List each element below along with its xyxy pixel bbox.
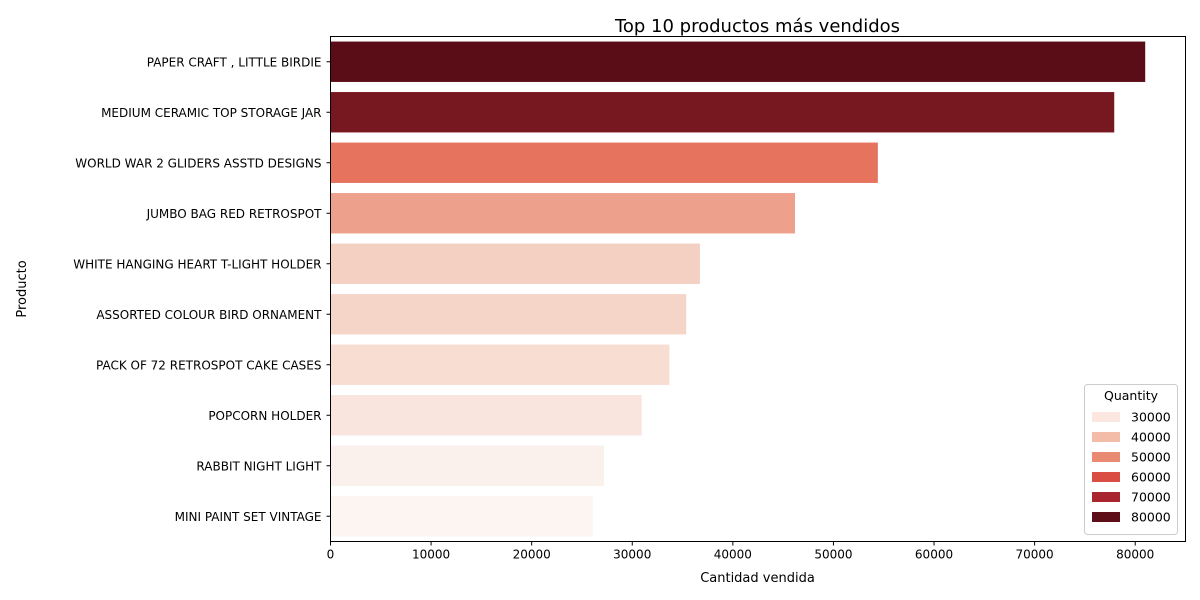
- legend: Quantity 30000 40000 50000 60000 70000 80000: [1084, 384, 1178, 535]
- bar: [330, 243, 700, 284]
- x-tick-label: 80000: [1116, 548, 1154, 562]
- y-tick-label: ASSORTED COLOUR BIRD ORNAMENT: [96, 308, 322, 322]
- x-tick-label: 40000: [714, 548, 752, 562]
- legend-label: 80000: [1131, 510, 1171, 525]
- legend-swatch: [1092, 472, 1120, 482]
- x-tick-label: 0: [327, 548, 335, 562]
- legend-swatch: [1092, 492, 1120, 502]
- x-tick-label: 30000: [613, 548, 651, 562]
- legend-swatch: [1092, 452, 1120, 462]
- y-tick-label: WORLD WAR 2 GLIDERS ASSTD DESIGNS: [75, 156, 321, 170]
- y-tick-label: JUMBO BAG RED RETROSPOT: [146, 207, 323, 221]
- bar: [330, 344, 670, 385]
- bar: [330, 41, 1146, 82]
- x-tick-label: 50000: [814, 548, 852, 562]
- x-axis-label: Cantidad vendida: [700, 571, 815, 586]
- legend-label: 60000: [1131, 470, 1171, 485]
- bar: [330, 193, 796, 234]
- bar: [330, 496, 593, 537]
- chart-title: Top 10 productos más vendidos: [614, 16, 900, 37]
- y-axis-label: Producto: [15, 260, 30, 317]
- bar: [330, 395, 642, 436]
- bar: [330, 445, 605, 486]
- legend-swatch: [1092, 412, 1120, 422]
- legend-label: 30000: [1131, 410, 1171, 425]
- legend-title: Quantity: [1104, 388, 1159, 403]
- y-tick-label: MEDIUM CERAMIC TOP STORAGE JAR: [101, 106, 321, 120]
- y-tick-label: WHITE HANGING HEART T-LIGHT HOLDER: [73, 257, 321, 271]
- y-tick-label: POPCORN HOLDER: [208, 409, 321, 423]
- x-tick-label: 60000: [915, 548, 953, 562]
- y-tick-labels: PAPER CRAFT , LITTLE BIRDIE MEDIUM CERAMI…: [73, 55, 331, 524]
- legend-label: 50000: [1131, 450, 1171, 465]
- x-ticks: 0 10000 20000 30000 40000 50000 60000 70000 8000…: [327, 541, 1154, 562]
- legend-label: 40000: [1131, 430, 1171, 445]
- legend-swatch: [1092, 512, 1120, 522]
- y-tick-label: MINI PAINT SET VINTAGE: [175, 510, 322, 524]
- bar: [330, 294, 687, 335]
- legend-swatch: [1092, 432, 1120, 442]
- legend-label: 70000: [1131, 490, 1171, 505]
- y-tick-label: RABBIT NIGHT LIGHT: [196, 459, 322, 473]
- bar: [330, 92, 1115, 133]
- bar: [330, 142, 878, 183]
- y-tick-label: PACK OF 72 RETROSPOT CAKE CASES: [96, 358, 322, 372]
- x-tick-label: 10000: [412, 548, 450, 562]
- bars-group: [330, 41, 1146, 537]
- legend-items: 30000 40000 50000 60000 70000 80000: [1092, 410, 1171, 525]
- plot-frame: [330, 36, 1186, 542]
- x-tick-label: 70000: [1016, 548, 1054, 562]
- y-tick-label: PAPER CRAFT , LITTLE BIRDIE: [147, 55, 322, 69]
- x-tick-label: 20000: [513, 548, 551, 562]
